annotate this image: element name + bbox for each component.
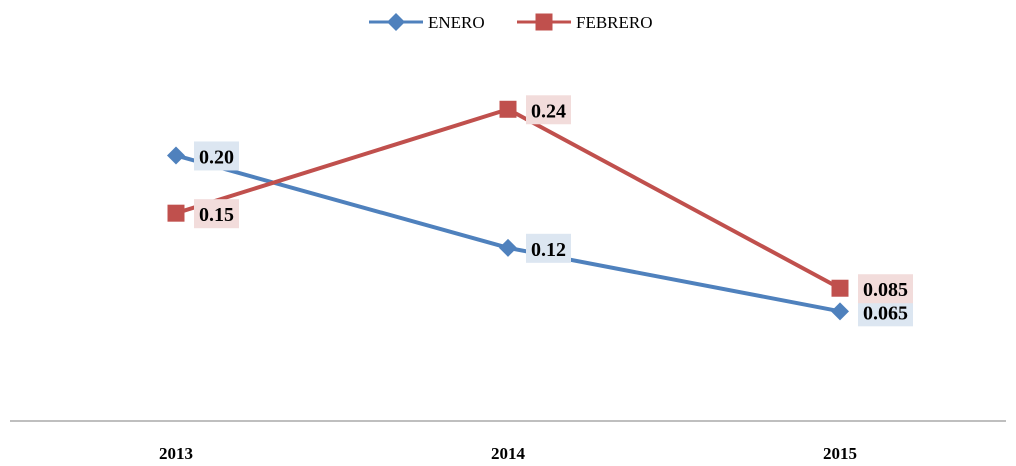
data-label-febrero-2015: 0.085	[858, 274, 913, 304]
data-label-bg	[858, 274, 913, 304]
data-label-text: 0.20	[199, 146, 234, 168]
data-label-bg	[526, 95, 571, 125]
data-point-febrero-2015	[831, 279, 849, 297]
legend-label-enero: ENERO	[428, 13, 485, 32]
data-labels: 0.20 0.12 0.065 0.15 0.24 0.085	[194, 95, 913, 327]
data-label-enero-2013: 0.20	[194, 141, 239, 171]
data-label-enero-2014: 0.12	[526, 233, 571, 263]
data-point-febrero-2013	[167, 204, 185, 222]
data-point-enero-2013	[167, 146, 185, 165]
x-tick-label-2014: 2014	[491, 444, 526, 463]
data-label-bg	[194, 199, 239, 229]
legend-item-enero: ENERO	[369, 13, 485, 32]
legend-marker-enero	[387, 13, 405, 31]
legend-marker-febrero	[535, 13, 553, 31]
data-label-text: 0.065	[863, 302, 908, 324]
x-tick-label-2015: 2015	[823, 444, 857, 463]
data-label-text: 0.12	[531, 239, 566, 261]
series-lines	[174, 107, 842, 314]
data-label-febrero-2014: 0.24	[526, 95, 571, 125]
data-label-bg	[194, 141, 239, 171]
data-point-enero-2015	[831, 302, 849, 321]
series-markers	[167, 100, 849, 321]
legend-item-febrero: FEBRERO	[517, 13, 653, 32]
data-label-text: 0.085	[863, 279, 908, 301]
legend-label-febrero: FEBRERO	[576, 13, 653, 32]
x-tick-label-2013: 2013	[159, 444, 193, 463]
series-line-febrero	[174, 107, 842, 291]
data-point-febrero-2014	[499, 100, 517, 118]
data-label-bg	[526, 233, 571, 263]
data-label-text: 0.15	[199, 204, 234, 226]
data-point-enero-2014	[499, 238, 517, 257]
data-label-febrero-2013: 0.15	[194, 199, 239, 229]
chart-legend: ENERO FEBRERO	[369, 13, 653, 32]
x-axis: 2013 2014 2015	[10, 420, 1006, 463]
data-label-text: 0.24	[531, 100, 566, 122]
